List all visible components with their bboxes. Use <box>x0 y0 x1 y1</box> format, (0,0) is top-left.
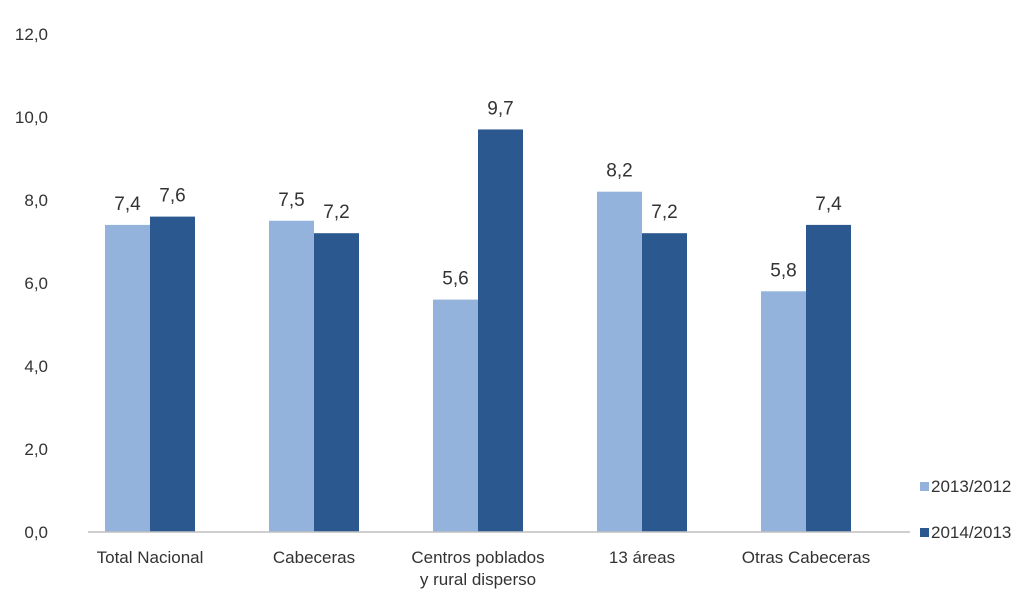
y-tick-label: 8,0 <box>24 191 48 210</box>
legend-swatch <box>920 528 929 537</box>
y-tick-label: 4,0 <box>24 357 48 376</box>
data-label: 5,6 <box>442 269 468 290</box>
category-label: y rural disperso <box>420 570 536 589</box>
data-label: 5,8 <box>770 260 796 281</box>
bar-2014-2013 <box>478 129 523 532</box>
y-tick-label: 6,0 <box>24 274 48 293</box>
category-label: Cabeceras <box>273 548 355 567</box>
y-tick-label: 2,0 <box>24 440 48 459</box>
data-label: 9,7 <box>487 98 513 119</box>
data-label: 8,2 <box>606 161 632 182</box>
legend-swatch <box>920 482 929 491</box>
data-label: 7,6 <box>159 186 185 207</box>
y-tick-label: 0,0 <box>24 523 48 542</box>
data-label: 7,5 <box>278 190 304 211</box>
bar-2014-2013 <box>642 233 687 532</box>
bar-2013-2012 <box>433 299 478 532</box>
data-labels: 7,4 7,5 5,6 8,2 5,8 7,6 7,2 9,7 7,2 7,4 <box>114 98 842 289</box>
category-label: Total Nacional <box>97 548 204 567</box>
legend: 2013/2012 2014/2013 <box>920 477 1011 542</box>
y-axis: 0,0 2,0 4,0 6,0 8,0 10,0 12,0 <box>15 25 48 542</box>
legend-label: 2014/2013 <box>931 523 1011 542</box>
bar-2013-2012 <box>269 220 314 532</box>
bar-2013-2012 <box>761 291 806 532</box>
legend-label: 2013/2012 <box>931 477 1011 496</box>
data-label: 7,2 <box>651 202 677 223</box>
data-label: 7,4 <box>815 194 842 215</box>
y-tick-label: 12,0 <box>15 25 48 44</box>
category-label: 13 áreas <box>609 548 675 567</box>
bar-2013-2012 <box>105 224 150 532</box>
bar-2013-2012 <box>597 191 642 532</box>
bar-2014-2013 <box>314 233 359 532</box>
category-label: Centros poblados <box>411 548 544 567</box>
data-label: 7,4 <box>114 194 141 215</box>
bar-2014-2013 <box>806 224 851 532</box>
data-label: 7,2 <box>323 202 349 223</box>
x-axis: Total Nacional Cabeceras Centros poblados y… <box>97 548 871 589</box>
bar-2014-2013 <box>150 216 195 532</box>
category-label: Otras Cabeceras <box>742 548 871 567</box>
y-tick-label: 10,0 <box>15 108 48 127</box>
bars <box>105 129 851 532</box>
